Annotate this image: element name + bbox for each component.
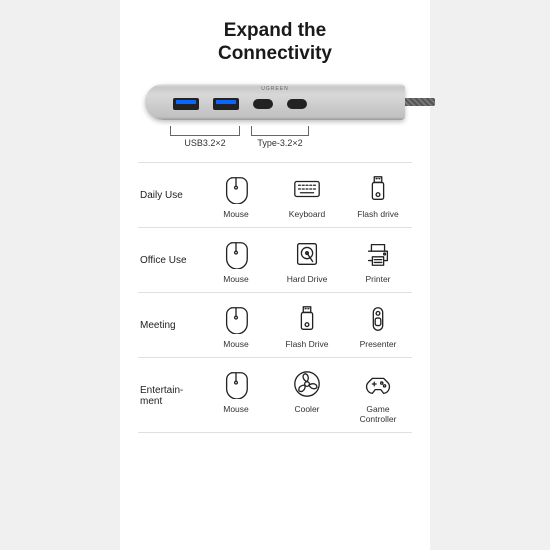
list-item: Cooler — [279, 368, 335, 424]
hub-body: UGREEN — [145, 84, 405, 120]
use-case-table: Daily Use Mouse Keyboard Flash drive Office … — [138, 162, 412, 433]
list-item: Mouse — [208, 368, 264, 424]
item-label: Keyboard — [289, 209, 325, 219]
mouse-icon — [220, 368, 252, 400]
flashdrive-icon — [291, 303, 323, 335]
port-label-usb-a: USB3.2×2 — [184, 138, 225, 148]
flashdrive-icon — [362, 173, 394, 205]
row-label: Meeting — [138, 320, 202, 331]
usb-a-port-icon — [213, 98, 239, 110]
list-item: Mouse — [208, 238, 264, 284]
table-row: Meeting Mouse Flash Drive Presenter — [138, 293, 412, 358]
usb-a-port-icon — [173, 98, 199, 110]
port-label-group-usb-c: Type-3.2×2 — [249, 126, 311, 148]
table-row: Office Use Mouse Hard Drive Printer — [138, 228, 412, 293]
bracket-icon — [170, 126, 240, 136]
keyboard-icon — [291, 173, 323, 205]
title-line-1: Expand the — [224, 20, 326, 41]
list-item: Mouse — [208, 303, 264, 349]
list-item: Presenter — [350, 303, 406, 349]
brand-text: UGREEN — [261, 86, 288, 92]
hub-ports — [173, 98, 307, 110]
item-label: Flash drive — [357, 209, 399, 219]
page-title: Expand the Connectivity — [218, 20, 332, 66]
port-labels: USB3.2×2 Type-3.2×2 — [145, 126, 405, 148]
item-label: Game Controller — [350, 404, 406, 424]
controller-icon — [362, 368, 394, 400]
item-label: Hard Drive — [287, 274, 328, 284]
item-label: Cooler — [294, 404, 319, 414]
table-row: Daily Use Mouse Keyboard Flash drive — [138, 163, 412, 228]
usb-c-port-icon — [287, 99, 307, 109]
row-items: Mouse Flash Drive Presenter — [202, 303, 412, 349]
title-line-2: Connectivity — [218, 43, 332, 64]
list-item: Keyboard — [279, 173, 335, 219]
mouse-icon — [220, 303, 252, 335]
table-row: Entertain-ment Mouse Cooler Game Controller — [138, 358, 412, 433]
item-label: Flash Drive — [286, 339, 329, 349]
row-items: Mouse Cooler Game Controller — [202, 368, 412, 424]
list-item: Printer — [350, 238, 406, 284]
list-item: Game Controller — [350, 368, 406, 424]
item-label: Mouse — [223, 209, 249, 219]
harddrive-icon — [291, 238, 323, 270]
item-label: Mouse — [223, 404, 249, 414]
item-label: Presenter — [360, 339, 397, 349]
mouse-icon — [220, 238, 252, 270]
row-items: Mouse Keyboard Flash drive — [202, 173, 412, 219]
hub-illustration: UGREEN USB3.2×2 Type-3.2×2 — [145, 84, 405, 148]
mouse-icon — [220, 173, 252, 205]
row-label: Office Use — [138, 255, 202, 266]
list-item: Flash Drive — [279, 303, 335, 349]
cooler-icon — [291, 368, 323, 400]
port-label-group-usb-a: USB3.2×2 — [169, 126, 241, 148]
presenter-icon — [362, 303, 394, 335]
usb-c-port-icon — [253, 99, 273, 109]
row-label: Entertain-ment — [138, 385, 202, 407]
item-label: Mouse — [223, 274, 249, 284]
row-items: Mouse Hard Drive Printer — [202, 238, 412, 284]
list-item: Flash drive — [350, 173, 406, 219]
printer-icon — [362, 238, 394, 270]
list-item: Hard Drive — [279, 238, 335, 284]
list-item: Mouse — [208, 173, 264, 219]
bracket-icon — [251, 126, 309, 136]
row-label: Daily Use — [138, 190, 202, 201]
port-label-usb-c: Type-3.2×2 — [257, 138, 302, 148]
item-label: Printer — [365, 274, 390, 284]
infographic-card: Expand the Connectivity UGREEN USB3.2×2 … — [120, 0, 430, 550]
item-label: Mouse — [223, 339, 249, 349]
